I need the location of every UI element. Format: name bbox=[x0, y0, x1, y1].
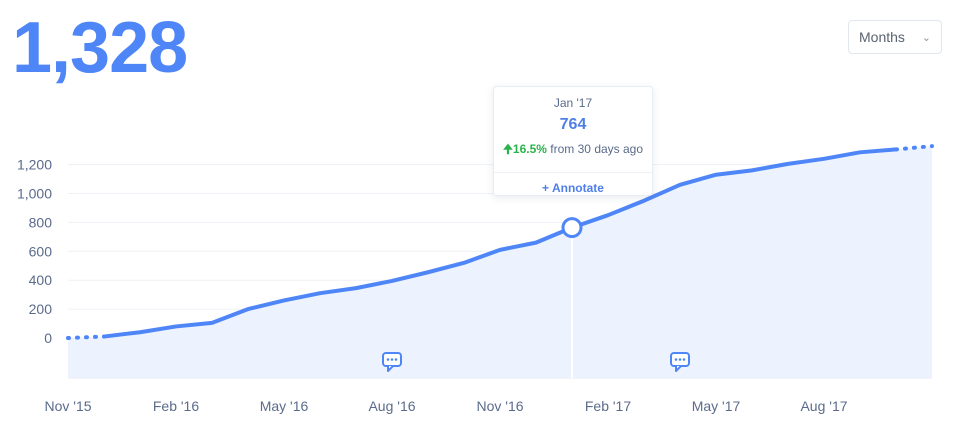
y-tick-label: 1,000 bbox=[17, 186, 52, 202]
series-line-partial-start bbox=[66, 334, 106, 340]
y-axis-ticks: 0 200 400 600 800 1,000 1,200 bbox=[17, 157, 52, 346]
series-line-partial-end bbox=[894, 144, 934, 152]
comment-dot bbox=[674, 358, 678, 361]
x-tick-label: Nov '15 bbox=[44, 398, 91, 414]
area-fill bbox=[68, 146, 932, 378]
x-tick-label: Feb '16 bbox=[153, 398, 199, 414]
highlight-point[interactable] bbox=[561, 217, 583, 239]
arrow-up-icon: 🠉 bbox=[502, 142, 513, 156]
y-tick-label: 1,200 bbox=[17, 157, 52, 173]
tooltip-date: Jan '17 bbox=[553, 96, 593, 110]
x-tick-label: May '17 bbox=[692, 398, 741, 414]
comment-tail bbox=[675, 365, 682, 372]
annotation-markers bbox=[382, 352, 690, 372]
y-tick-label: 800 bbox=[29, 214, 53, 230]
comment-tail bbox=[387, 365, 394, 372]
comment-icon[interactable] bbox=[382, 352, 402, 372]
tooltip-change-pct: 16.5% bbox=[512, 142, 547, 156]
period-select[interactable]: Months ⌄ bbox=[848, 20, 942, 54]
comment-dot bbox=[394, 358, 398, 361]
comment-dot bbox=[390, 358, 394, 361]
series-line bbox=[102, 147, 898, 339]
x-tick-label: Aug '16 bbox=[368, 398, 415, 414]
period-select-value: Months bbox=[859, 29, 905, 45]
tooltip-change-text: from 30 days ago bbox=[550, 142, 644, 156]
x-tick-label: Feb '17 bbox=[585, 398, 631, 414]
tooltip-divider bbox=[494, 172, 652, 173]
comment-icon[interactable] bbox=[670, 352, 690, 372]
x-axis-ticks: Nov '15 Feb '16 May '16 Aug '16 Nov '16 Feb '… bbox=[44, 398, 847, 414]
comment-dot bbox=[386, 358, 390, 361]
tooltip-value: 764 bbox=[559, 116, 587, 133]
chevron-down-icon: ⌄ bbox=[921, 31, 931, 44]
series-lines bbox=[66, 144, 934, 340]
comment-dot bbox=[678, 358, 682, 361]
y-tick-label: 400 bbox=[29, 272, 53, 288]
comment-dot bbox=[682, 358, 686, 361]
x-tick-label: May '16 bbox=[260, 398, 309, 414]
x-tick-label: Aug '17 bbox=[800, 398, 847, 414]
tooltip: Jan '17 764 🠉16.5% from 30 days ago + An… bbox=[493, 86, 653, 196]
annotate-button[interactable]: + Annotate bbox=[542, 181, 604, 195]
y-tick-label: 600 bbox=[29, 243, 53, 259]
tooltip-change: 🠉16.5% from 30 days ago bbox=[494, 140, 652, 161]
x-tick-label: Nov '16 bbox=[476, 398, 523, 414]
y-tick-label: 0 bbox=[44, 330, 52, 346]
total-count: 1,328 bbox=[12, 8, 188, 88]
y-tick-label: 200 bbox=[29, 301, 53, 317]
